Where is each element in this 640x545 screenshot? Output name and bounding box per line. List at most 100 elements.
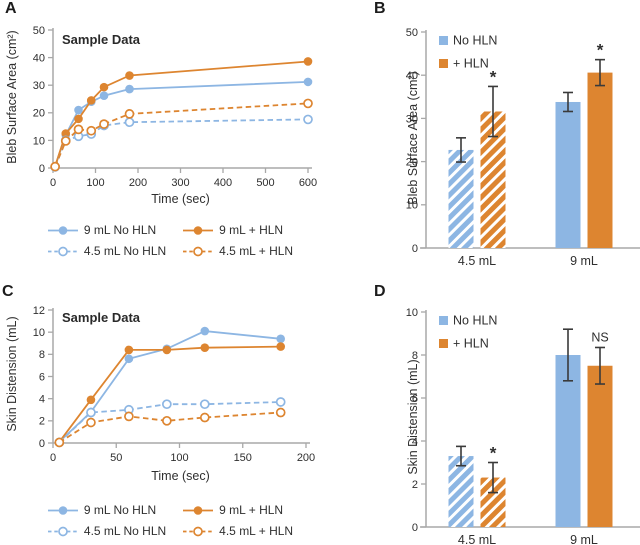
bar-9mL-NoHLN [555, 101, 581, 248]
panel-c-plot: 0 2 4 6 8 10 12 0 50 100 150 200 [33, 305, 315, 464]
series-9-ml-hln [55, 342, 286, 447]
data-point [275, 397, 286, 407]
data-point [61, 129, 71, 138]
legend-swatch [183, 225, 214, 235]
svg-text:6: 6 [39, 371, 45, 383]
legend-swatch [47, 225, 78, 235]
svg-text:20: 20 [406, 156, 418, 168]
bar-9mL-NoHLN [555, 355, 581, 527]
svg-text:8: 8 [412, 350, 418, 362]
svg-text:600: 600 [299, 177, 317, 189]
svg-text:0: 0 [50, 452, 56, 464]
bar-4.5mL-NoHLN [448, 149, 474, 248]
legend-label: 9 mL + HLN [219, 503, 284, 517]
data-point [74, 114, 83, 124]
svg-text:0: 0 [50, 177, 56, 189]
panel-d-ylabel: Skin Distension (mL) [406, 359, 420, 475]
data-point [86, 395, 96, 405]
legend-label: 9 mL + HLN [219, 223, 284, 237]
significance-annotation: * [597, 41, 604, 60]
data-point [125, 84, 134, 94]
data-point [275, 407, 286, 418]
legend-swatch [47, 526, 78, 536]
panel-c-ylabel: Skin Distension (mL) [5, 316, 19, 432]
panel-b-label: B [374, 0, 386, 17]
error-bar [563, 91, 573, 113]
svg-text:100: 100 [86, 177, 104, 189]
svg-text:2: 2 [412, 479, 418, 491]
data-point [54, 437, 65, 448]
legend-label: 9 mL No HLN [83, 223, 157, 237]
svg-text:10: 10 [33, 135, 45, 147]
legend-item: 9 mL + HLN [182, 503, 293, 517]
svg-text:10: 10 [33, 327, 45, 339]
legend-item: 4.5 mL No HLN [47, 244, 166, 258]
data-point [303, 57, 313, 66]
legend-label: 4.5 mL No HLN [83, 524, 167, 538]
svg-text:400: 400 [214, 177, 232, 189]
data-point [99, 119, 109, 129]
bar-9mL-HLN [587, 365, 613, 527]
data-point [162, 399, 172, 410]
svg-text:2: 2 [39, 416, 45, 428]
legend-item: 4.5 mL No HLN [47, 524, 166, 538]
svg-text:0: 0 [39, 438, 45, 450]
panel-c-title: Sample Data [62, 310, 141, 325]
svg-text:200: 200 [297, 452, 315, 464]
series-4-5-ml-hln [54, 407, 286, 448]
significance-annotation: * [490, 444, 497, 463]
legend-label: No HLN [453, 314, 497, 328]
data-point [303, 98, 313, 109]
svg-text:30: 30 [406, 113, 418, 125]
data-point [199, 399, 210, 410]
error-bar [456, 137, 466, 163]
data-point [125, 71, 134, 80]
legend-swatch [439, 36, 448, 45]
legend-label: + HLN [453, 57, 489, 71]
error-bar [488, 85, 498, 138]
significance-annotation: NS [591, 330, 608, 344]
panel-c: C Skin Distension (mL) Sample Data Time … [0, 273, 320, 545]
error-bar [595, 346, 605, 385]
svg-text:12: 12 [33, 305, 45, 317]
panel-d: D Skin Distension (mL) 0 2 4 6 8 10 4.5 mL 9 mL… [320, 273, 640, 545]
data-point [162, 415, 172, 426]
svg-text:300: 300 [171, 177, 189, 189]
data-point [276, 334, 286, 344]
data-point [200, 326, 210, 336]
data-point [73, 124, 84, 135]
data-point [276, 342, 286, 351]
data-point [99, 82, 109, 92]
bar-9mL-HLN [587, 72, 613, 248]
panel-a-legend: 9 mL No HLN 9 mL + HLN 4.5 mL No HLN 4.5 mL… [20, 223, 320, 258]
legend-swatch [439, 316, 448, 325]
data-point [199, 412, 210, 423]
svg-text:4: 4 [39, 394, 45, 406]
svg-text:40: 40 [33, 52, 45, 64]
error-bar [563, 328, 573, 382]
panel-a-label: A [5, 0, 17, 17]
series-4-5-ml-hln [50, 98, 313, 172]
data-point [124, 354, 134, 364]
data-point [74, 105, 83, 115]
panel-d-plot: 0 2 4 6 8 10 4.5 mL 9 mL * NS No HLN + HLN [406, 307, 640, 545]
legend-swatch [183, 505, 214, 515]
svg-text:50: 50 [110, 452, 122, 464]
data-point [162, 345, 172, 355]
significance-annotation: * [490, 67, 497, 86]
legend-label: + HLN [453, 337, 489, 351]
svg-text:10: 10 [406, 200, 418, 212]
panel-b-plot: 0 10 20 30 40 50 4.5 mL 9 mL * * No HLN + HLN [406, 27, 640, 268]
svg-text:40: 40 [406, 70, 418, 82]
data-point [124, 411, 134, 422]
svg-text:4: 4 [412, 436, 418, 448]
category-label: 9 mL [570, 533, 598, 545]
error-bar [456, 445, 466, 467]
legend-label: 9 mL No HLN [83, 503, 157, 517]
series-9-ml-no-hln [50, 77, 313, 171]
category-label: 4.5 mL [458, 533, 496, 545]
legend-label: 4.5 mL + HLN [219, 244, 294, 258]
